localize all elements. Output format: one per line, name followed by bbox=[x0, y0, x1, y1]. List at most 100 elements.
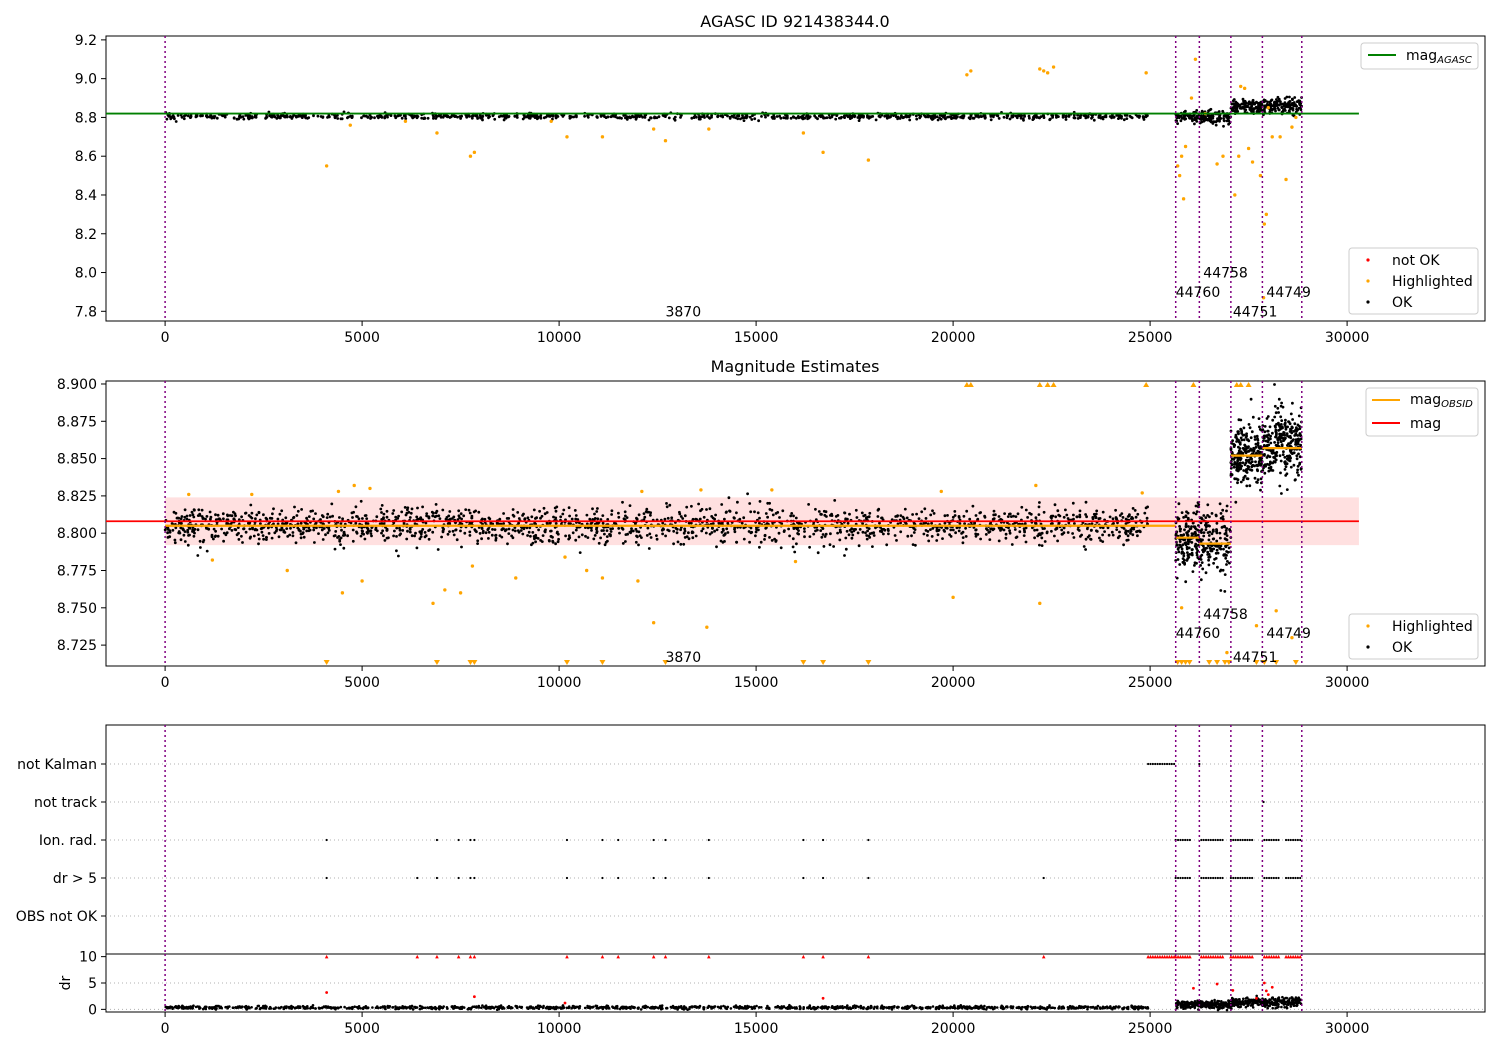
ok-point bbox=[679, 528, 682, 532]
ok-point bbox=[1095, 509, 1099, 513]
highlighted-point bbox=[1177, 173, 1182, 178]
ok-point bbox=[851, 114, 855, 118]
ok-point bbox=[852, 528, 856, 531]
ok-point bbox=[237, 117, 241, 121]
ok-point bbox=[1211, 528, 1215, 532]
ok-point bbox=[193, 527, 197, 531]
ok-point bbox=[844, 547, 848, 551]
ok-point bbox=[814, 116, 818, 119]
highlighted-point bbox=[1266, 106, 1271, 110]
flag-point bbox=[1265, 838, 1268, 842]
ok-point bbox=[1195, 120, 1199, 123]
ok-point bbox=[1223, 573, 1227, 576]
highlighted-point bbox=[1274, 609, 1278, 613]
ok-point bbox=[1298, 433, 1302, 437]
flag-point bbox=[1219, 876, 1222, 880]
flag-point bbox=[1179, 876, 1182, 880]
ok-point bbox=[277, 535, 281, 539]
ok-point bbox=[1282, 450, 1285, 454]
ok-point bbox=[218, 517, 221, 521]
ok-point bbox=[858, 115, 862, 118]
ok-point bbox=[349, 114, 352, 118]
ok-point bbox=[220, 527, 224, 531]
ok-point bbox=[315, 526, 318, 530]
clipped-high-marker bbox=[1036, 382, 1043, 387]
ok-point bbox=[667, 529, 671, 533]
flag-point bbox=[1212, 838, 1215, 842]
ok-point bbox=[1297, 452, 1300, 456]
ok-point bbox=[1071, 532, 1074, 535]
ok-point bbox=[1254, 442, 1258, 446]
ok-point bbox=[1255, 434, 1259, 438]
ok-point bbox=[430, 510, 434, 514]
flag-point bbox=[1272, 838, 1275, 842]
ok-point bbox=[426, 116, 430, 120]
ok-point bbox=[808, 545, 811, 549]
ok-point bbox=[759, 540, 763, 544]
ok-point bbox=[555, 531, 559, 535]
flag-point bbox=[821, 876, 825, 880]
ok-point bbox=[683, 527, 687, 531]
ok-point bbox=[1289, 451, 1293, 454]
ok-point bbox=[1219, 544, 1223, 548]
ok-point bbox=[528, 526, 532, 530]
ok-point bbox=[434, 511, 438, 515]
ok-point bbox=[631, 529, 635, 533]
ok-point bbox=[1288, 103, 1292, 107]
ok-point bbox=[1248, 449, 1251, 453]
ok-point bbox=[1143, 511, 1147, 515]
ok-point bbox=[597, 541, 601, 545]
ok-point bbox=[830, 115, 834, 119]
flag-row-label: OBS not OK bbox=[16, 909, 98, 925]
ok-point bbox=[1283, 101, 1287, 105]
ok-point bbox=[1273, 441, 1276, 444]
flag-point bbox=[457, 876, 460, 880]
ok-point bbox=[1236, 478, 1240, 482]
ok-point bbox=[1182, 533, 1186, 537]
ok-point bbox=[239, 115, 243, 119]
ok-point bbox=[1202, 117, 1206, 120]
ok-point bbox=[188, 514, 192, 517]
ok-point bbox=[423, 116, 426, 120]
flag-point bbox=[1186, 838, 1189, 842]
ok-point bbox=[796, 115, 800, 118]
observation-label: 44751 bbox=[1233, 304, 1278, 320]
ok-point bbox=[595, 526, 599, 530]
ok-point bbox=[1290, 97, 1294, 101]
ok-point bbox=[1243, 449, 1247, 453]
ok-point bbox=[446, 522, 450, 526]
ok-point bbox=[606, 115, 609, 119]
ok-point bbox=[525, 526, 529, 530]
ok-point bbox=[1263, 444, 1266, 447]
ok-point bbox=[828, 116, 831, 119]
ok-point bbox=[638, 115, 641, 118]
ok-point bbox=[845, 529, 849, 533]
flag-point bbox=[1294, 838, 1297, 842]
ok-point bbox=[872, 534, 876, 537]
ok-point bbox=[645, 507, 649, 511]
ok-point bbox=[699, 509, 702, 513]
ok-point bbox=[382, 522, 386, 526]
ok-point bbox=[276, 517, 280, 521]
ok-point bbox=[1234, 104, 1238, 107]
flag-point bbox=[664, 838, 667, 842]
ok-point bbox=[895, 539, 898, 542]
ok-point bbox=[1195, 551, 1199, 555]
ok-point bbox=[198, 539, 202, 543]
ok-point bbox=[1218, 531, 1222, 535]
ok-point bbox=[748, 115, 752, 119]
ok-point bbox=[988, 538, 992, 541]
ok-point bbox=[1225, 504, 1229, 508]
ok-point bbox=[1125, 117, 1129, 120]
ok-point bbox=[628, 504, 632, 507]
ok-point bbox=[1128, 114, 1132, 118]
ok-point bbox=[1184, 580, 1188, 584]
ok-point bbox=[1278, 99, 1281, 103]
ok-point bbox=[1181, 550, 1184, 554]
ok-point bbox=[1269, 434, 1272, 438]
ok-point bbox=[634, 114, 638, 118]
ok-point bbox=[437, 114, 441, 118]
ok-point bbox=[214, 529, 218, 533]
ok-point bbox=[1281, 405, 1285, 409]
agasc-axes: 0 5000 10000 15000 20000 25000 300007.88.08.28… bbox=[75, 33, 1370, 346]
